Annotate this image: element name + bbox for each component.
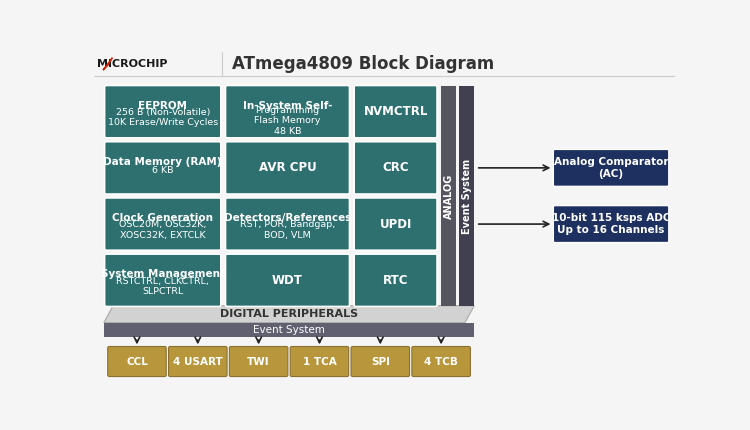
Polygon shape: [103, 58, 112, 70]
Bar: [441, 86, 457, 306]
FancyBboxPatch shape: [351, 347, 410, 377]
FancyBboxPatch shape: [230, 347, 288, 377]
Text: 4 USART: 4 USART: [173, 356, 223, 366]
FancyBboxPatch shape: [226, 198, 350, 250]
Text: AVR CPU: AVR CPU: [259, 161, 316, 175]
Text: System Management: System Management: [100, 269, 225, 279]
Text: Event System: Event System: [461, 158, 472, 233]
Text: RTC: RTC: [382, 274, 408, 287]
FancyBboxPatch shape: [354, 198, 437, 250]
FancyBboxPatch shape: [104, 86, 220, 138]
Text: In-System Self-: In-System Self-: [243, 101, 332, 111]
Text: Event System: Event System: [253, 325, 325, 335]
FancyBboxPatch shape: [226, 254, 350, 307]
Text: WDT: WDT: [272, 274, 303, 287]
FancyBboxPatch shape: [226, 142, 350, 194]
FancyBboxPatch shape: [108, 347, 166, 377]
Text: SPI: SPI: [370, 356, 390, 366]
Text: ANALOG: ANALOG: [444, 173, 454, 218]
Text: MICROCHIP: MICROCHIP: [98, 59, 168, 69]
Text: Analog Comparator
(AC): Analog Comparator (AC): [554, 157, 668, 179]
FancyBboxPatch shape: [104, 254, 220, 307]
Text: 10-bit 115 ksps ADC
Up to 16 Channels: 10-bit 115 ksps ADC Up to 16 Channels: [552, 213, 670, 235]
FancyBboxPatch shape: [354, 86, 437, 138]
Text: 1 TCA: 1 TCA: [302, 356, 336, 366]
Text: CCL: CCL: [126, 356, 148, 366]
Bar: [94, 52, 675, 76]
Text: DIGITAL PERIPHERALS: DIGITAL PERIPHERALS: [220, 309, 358, 319]
Bar: [104, 322, 474, 337]
Text: NVMCTRL: NVMCTRL: [364, 105, 428, 118]
Text: OSC20M, OSC32K,
XOSC32K, EXTCLK: OSC20M, OSC32K, XOSC32K, EXTCLK: [119, 221, 206, 240]
FancyBboxPatch shape: [169, 347, 227, 377]
Text: ATmega4809 Block Diagram: ATmega4809 Block Diagram: [232, 55, 494, 73]
Bar: [459, 86, 474, 306]
Text: EEPROM: EEPROM: [138, 101, 188, 111]
Text: 256 B (Non-Volatile)
10K Erase/Write Cycles: 256 B (Non-Volatile) 10K Erase/Write Cyc…: [107, 108, 218, 127]
FancyBboxPatch shape: [226, 86, 350, 138]
FancyBboxPatch shape: [104, 142, 220, 194]
FancyBboxPatch shape: [104, 198, 220, 250]
FancyBboxPatch shape: [412, 347, 470, 377]
FancyBboxPatch shape: [290, 347, 349, 377]
Polygon shape: [104, 306, 474, 322]
Text: Data Memory (RAM): Data Memory (RAM): [104, 157, 222, 167]
Text: RSTCTRL, CLKCTRL,
SLPCTRL: RSTCTRL, CLKCTRL, SLPCTRL: [116, 276, 209, 296]
Text: UPDI: UPDI: [380, 218, 412, 230]
Text: TWI: TWI: [248, 356, 270, 366]
FancyBboxPatch shape: [554, 149, 669, 186]
Text: RST, POR, Bandgap,
BOD, VLM: RST, POR, Bandgap, BOD, VLM: [240, 221, 335, 240]
Text: CRC: CRC: [382, 161, 409, 175]
Text: 4 TCB: 4 TCB: [424, 356, 458, 366]
Text: Programming
Flash Memory
48 KB: Programming Flash Memory 48 KB: [254, 106, 321, 136]
FancyBboxPatch shape: [554, 206, 669, 243]
FancyBboxPatch shape: [354, 254, 437, 307]
Text: Detectors/References: Detectors/References: [224, 213, 351, 223]
Text: Clock Generation: Clock Generation: [112, 213, 213, 223]
FancyBboxPatch shape: [354, 142, 437, 194]
Text: 6 KB: 6 KB: [152, 166, 173, 175]
